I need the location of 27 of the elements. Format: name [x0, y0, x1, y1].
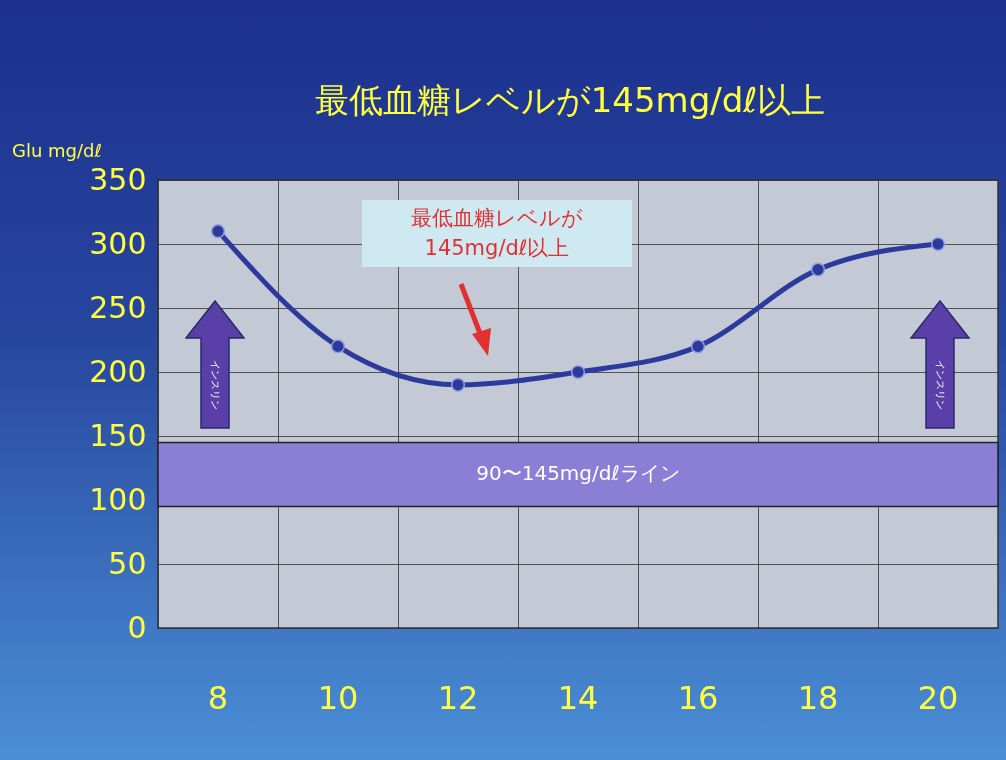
x-tick-label: 8 [207, 678, 229, 717]
y-axis-title: Glu mg/dℓ [12, 140, 102, 161]
y-tick-label: 350 [89, 161, 147, 197]
y-tick-label: 50 [108, 545, 147, 581]
y-tick-label: 100 [89, 481, 147, 517]
x-tick-label: 12 [437, 678, 479, 717]
point [210, 224, 226, 239]
point [690, 339, 706, 354]
x-tick-label: 16 [677, 678, 719, 717]
point [810, 262, 826, 277]
annotation: インスリン [209, 360, 222, 410]
point [570, 364, 586, 380]
point [930, 236, 946, 252]
y-tick-label: 300 [89, 225, 147, 261]
chart-title: 最低血糖レベルが145mg/dℓ以上 [313, 79, 827, 122]
x-tick-label: 14 [557, 678, 599, 717]
y-tick-label: 0 [127, 609, 147, 645]
y-tick-label: 200 [89, 353, 147, 389]
x-tick-label: 20 [917, 678, 959, 717]
x-tick-label: 10 [317, 678, 359, 717]
point [450, 377, 466, 392]
band-label: 90〜145mg/dℓライン [476, 461, 680, 486]
annotation: インスリン [934, 360, 947, 410]
point [330, 339, 346, 354]
y-tick-label: 150 [89, 417, 147, 453]
y-tick-label: 250 [89, 289, 147, 325]
x-tick-label: 18 [797, 678, 839, 717]
